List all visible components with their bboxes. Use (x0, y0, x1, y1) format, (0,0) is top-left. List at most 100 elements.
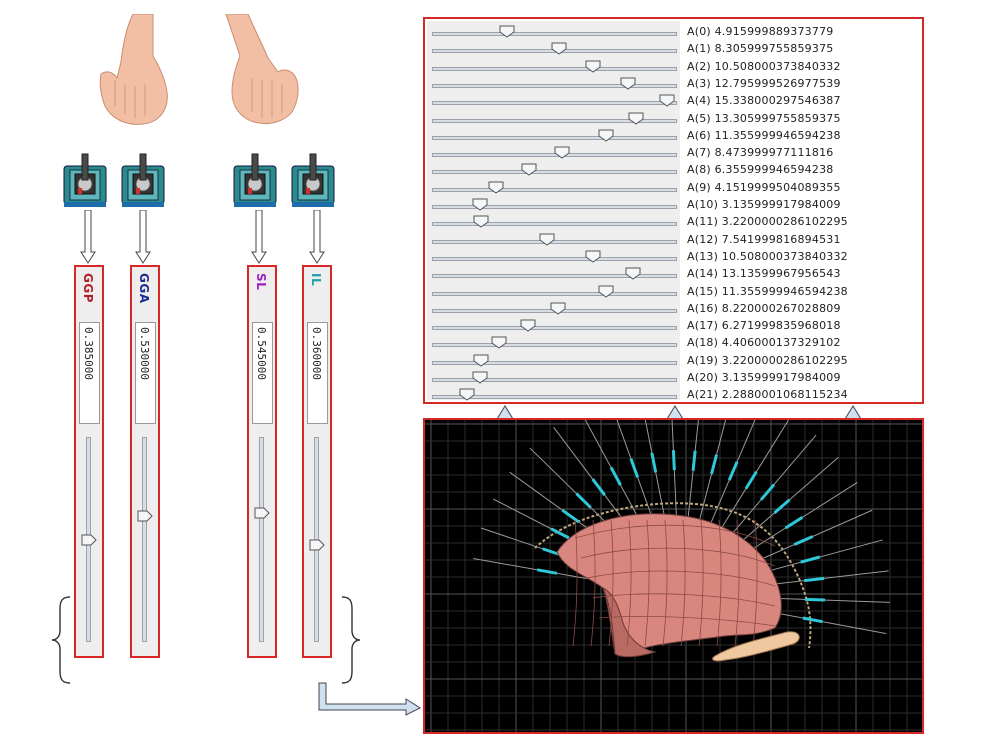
parameter-slider-track[interactable] (432, 326, 677, 331)
parameter-slider-thumb[interactable] (472, 198, 488, 211)
value-text: 0.360000 (310, 327, 323, 380)
slider-track[interactable] (259, 437, 264, 642)
bone-shape (712, 631, 800, 662)
parameter-row: A(17) 6.271999835968018 (425, 318, 920, 335)
parameter-slider-thumb[interactable] (551, 42, 567, 55)
parameter-slider-thumb[interactable] (628, 112, 644, 125)
slider-thumb[interactable] (254, 507, 270, 519)
parameter-slider-thumb[interactable] (459, 388, 475, 401)
value-text: 0.545000 (255, 327, 268, 380)
parameter-row: A(21) 2.2880001068115234 (425, 387, 920, 404)
joystick-icon (288, 152, 338, 210)
needle-marker (550, 527, 570, 540)
parameter-slider-thumb[interactable] (550, 302, 566, 315)
parameter-slider-thumb[interactable] (585, 60, 601, 73)
parameter-row: A(5) 13.305999755859375 (425, 111, 920, 128)
parameter-slider-track[interactable] (432, 66, 677, 71)
down-arrow-icon (80, 210, 96, 264)
parameter-label: A(14) 13.13599967956543 (687, 267, 841, 281)
needle-marker (691, 450, 697, 471)
parameter-slider-track[interactable] (432, 205, 677, 209)
slider-title: IL (304, 271, 330, 311)
parameter-label: A(9) 4.1519999504089355 (687, 180, 841, 194)
parameter-label: A(4) 15.338000297546387 (687, 94, 841, 108)
parameter-slider-thumb[interactable] (499, 25, 515, 38)
parameter-slider-track[interactable] (432, 360, 677, 365)
parameter-slider-thumb[interactable] (473, 354, 489, 367)
parameter-slider-track[interactable] (432, 291, 677, 296)
parameter-row: A(19) 3.2200000286102295 (425, 353, 920, 370)
parameter-slider-track[interactable] (432, 153, 677, 158)
parameter-slider-thumb[interactable] (625, 267, 641, 280)
parameter-slider-thumb[interactable] (554, 146, 570, 159)
needle-marker (671, 450, 676, 471)
needle-marker (804, 597, 825, 602)
needle-marker (802, 616, 823, 624)
parameter-slider-track[interactable] (432, 83, 677, 88)
parameter-slider-track[interactable] (432, 343, 677, 348)
parameter-slider-thumb[interactable] (585, 250, 601, 263)
value-field[interactable]: 0.385000 (79, 322, 100, 424)
parameter-label: A(19) 3.2200000286102295 (687, 353, 848, 367)
parameter-slider-track[interactable] (432, 118, 677, 123)
needle-marker (629, 458, 640, 478)
parameter-slider-thumb[interactable] (598, 129, 614, 142)
parameter-slider-thumb[interactable] (520, 319, 536, 332)
parameter-slider-track[interactable] (432, 395, 677, 400)
parameter-slider-thumb[interactable] (472, 371, 488, 384)
needle-line (644, 420, 667, 527)
slider-title-text: SL (254, 273, 268, 291)
slider-title-text: GGA (137, 273, 151, 304)
parameter-slider-thumb[interactable] (491, 336, 507, 350)
parameter-slider-track[interactable] (432, 256, 677, 261)
parameter-slider-track[interactable] (432, 378, 677, 382)
parameter-slider-thumb[interactable] (488, 181, 504, 194)
slider-title: GGA (132, 271, 158, 311)
needle-marker (773, 498, 791, 515)
parameter-row: A(9) 4.1519999504089355 (425, 180, 920, 197)
brace-icon (341, 596, 361, 684)
parameter-slider-track[interactable] (432, 135, 677, 140)
parameter-slider-track[interactable] (432, 170, 677, 175)
parameter-label: A(12) 7.541999816894531 (687, 232, 841, 246)
needle-marker (575, 492, 592, 509)
parameter-row: A(3) 12.795999526977539 (425, 76, 920, 93)
parameter-slider-track[interactable] (432, 187, 677, 192)
parameter-slider-thumb[interactable] (598, 285, 614, 298)
left-hand-icon (99, 14, 168, 125)
tongue-3d-view[interactable] (423, 418, 924, 734)
down-arrow-icon (251, 210, 267, 264)
parameter-label: A(11) 3.2200000286102295 (687, 215, 848, 229)
parameter-slider-thumb[interactable] (659, 94, 675, 107)
slider-thumb[interactable] (137, 510, 153, 522)
needle-marker (784, 516, 804, 530)
parameter-row: A(12) 7.541999816894531 (425, 232, 920, 249)
parameter-slider-thumb[interactable] (620, 77, 636, 90)
parameter-row: A(10) 3.135999917984009 (425, 197, 920, 214)
parameter-row: A(4) 15.338000297546387 (425, 93, 920, 110)
parameter-slider-track[interactable] (432, 274, 677, 279)
needle-marker (800, 555, 821, 564)
joystick-icon (230, 152, 280, 210)
slider-track[interactable] (142, 437, 147, 642)
slider-thumb[interactable] (309, 539, 325, 551)
slider-title: SL (249, 271, 275, 311)
needle-marker (727, 461, 739, 481)
needle-marker (609, 466, 622, 486)
slider-thumb[interactable] (81, 534, 97, 546)
parameter-slider-thumb[interactable] (521, 163, 537, 177)
parameter-slider-track[interactable] (432, 222, 677, 227)
parameter-slider-track[interactable] (432, 32, 677, 36)
slider-panel-gga: GGA 0.530000 (130, 265, 160, 658)
value-field[interactable]: 0.530000 (135, 322, 156, 424)
parameter-slider-thumb[interactable] (539, 233, 555, 246)
parameter-label: A(6) 11.355999946594238 (687, 128, 841, 142)
parameter-row: A(8) 6.355999946594238 (425, 162, 920, 179)
value-field[interactable]: 0.360000 (307, 322, 328, 424)
parameter-label: A(10) 3.135999917984009 (687, 198, 841, 211)
parameter-slider-track[interactable] (432, 101, 677, 106)
parameter-row: A(20) 3.135999917984009 (425, 370, 920, 387)
value-field[interactable]: 0.545000 (252, 322, 273, 424)
parameter-label: A(17) 6.271999835968018 (687, 319, 841, 333)
parameter-slider-thumb[interactable] (473, 215, 489, 228)
